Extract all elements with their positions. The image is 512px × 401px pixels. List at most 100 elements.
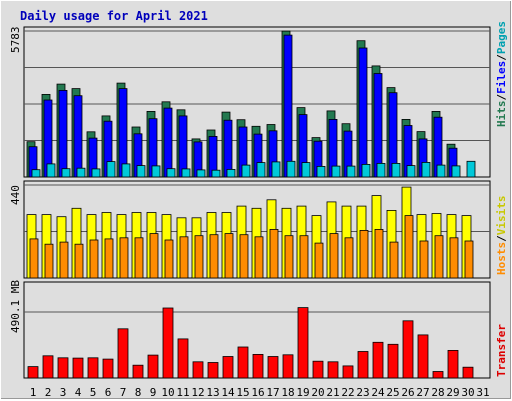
- bar-hosts-day-19: [299, 235, 309, 279]
- x-label-day-28: 28: [431, 386, 444, 399]
- x-label-day-13: 13: [206, 386, 219, 399]
- bar-pages-day-26: [406, 165, 416, 178]
- x-label-day-9: 9: [150, 386, 157, 399]
- x-label-day-21: 21: [326, 386, 339, 399]
- bar-transfer-day-20: [312, 360, 324, 379]
- bar-transfer-day-15: [237, 346, 249, 379]
- bar-pages-day-27: [421, 161, 431, 178]
- bar-transfer-day-27: [417, 334, 429, 379]
- x-label-day-25: 25: [386, 386, 399, 399]
- bar-hosts-day-1: [29, 238, 39, 279]
- hits-files-pages-label: Hits/Files/Pages: [495, 21, 508, 127]
- x-label-day-20: 20: [311, 386, 324, 399]
- x-label-day-2: 2: [45, 386, 52, 399]
- bar-hosts-day-5: [89, 239, 99, 279]
- bar-transfer-day-6: [102, 358, 114, 379]
- bar-pages-day-23: [361, 163, 371, 178]
- bar-pages-day-16: [256, 162, 266, 178]
- bar-pages-day-3: [61, 168, 71, 178]
- bar-files-day-24: [373, 73, 383, 178]
- visits-ymax-label: 440: [9, 185, 22, 205]
- x-label-day-5: 5: [90, 386, 97, 399]
- bar-files-day-14: [223, 119, 233, 178]
- transfer-label: Transfer: [495, 324, 508, 377]
- bar-hosts-day-15: [239, 234, 249, 279]
- bar-hosts-day-12: [194, 235, 204, 279]
- bar-pages-day-25: [391, 162, 401, 178]
- bar-hosts-day-11: [179, 236, 189, 279]
- bar-pages-day-18: [286, 160, 296, 178]
- x-label-day-29: 29: [446, 386, 459, 399]
- bar-hosts-day-17: [269, 228, 279, 279]
- bar-hosts-day-20: [314, 242, 324, 279]
- bar-pages-day-9: [151, 165, 161, 178]
- bar-files-day-3: [58, 90, 68, 178]
- bar-hosts-day-6: [104, 238, 114, 279]
- bar-pages-day-29: [451, 165, 461, 178]
- bar-pages-day-8: [136, 165, 146, 178]
- bar-transfer-day-8: [132, 364, 144, 379]
- bar-files-day-11: [178, 115, 188, 178]
- bar-hosts-day-2: [44, 243, 54, 279]
- x-label-day-10: 10: [161, 386, 174, 399]
- x-label-day-11: 11: [176, 386, 189, 399]
- bar-pages-day-6: [106, 161, 116, 178]
- x-label-day-7: 7: [120, 386, 127, 399]
- bar-transfer-day-5: [87, 357, 99, 379]
- bar-pages-day-11: [181, 168, 191, 178]
- bar-pages-day-30: [466, 160, 476, 178]
- x-label-day-12: 12: [191, 386, 204, 399]
- bar-hosts-day-4: [74, 243, 84, 279]
- bar-pages-day-17: [271, 161, 281, 178]
- x-label-day-6: 6: [105, 386, 112, 399]
- x-label-day-18: 18: [281, 386, 294, 399]
- bar-transfer-day-22: [342, 365, 354, 379]
- bar-pages-day-1: [31, 169, 41, 178]
- hits-ymax-label: 5783: [9, 27, 22, 54]
- x-label-day-16: 16: [251, 386, 264, 399]
- bar-transfer-day-1: [27, 366, 39, 379]
- x-label-day-22: 22: [341, 386, 354, 399]
- bar-hosts-day-3: [59, 241, 69, 279]
- bar-pages-day-10: [166, 168, 176, 178]
- bar-hosts-day-16: [254, 236, 264, 279]
- bar-files-day-18: [283, 34, 293, 178]
- bar-pages-day-4: [76, 167, 86, 178]
- bar-transfer-day-25: [387, 343, 399, 379]
- bar-hosts-day-10: [164, 239, 174, 279]
- bar-hosts-day-13: [209, 234, 219, 279]
- bar-transfer-day-17: [267, 356, 279, 379]
- bar-hosts-day-8: [134, 237, 144, 279]
- legend-files: Files: [495, 61, 508, 94]
- transfer-ymax-label: 490.1 MB: [9, 280, 22, 333]
- legend-pages: Pages: [495, 21, 508, 54]
- x-label-day-14: 14: [221, 386, 235, 399]
- bar-hosts-day-9: [149, 233, 159, 279]
- bar-hosts-day-7: [119, 237, 129, 279]
- bar-transfer-day-12: [192, 361, 204, 379]
- legend-hosts: Hosts: [495, 242, 508, 275]
- bar-pages-day-5: [91, 168, 101, 178]
- bar-pages-day-15: [241, 164, 251, 178]
- bar-transfer-day-19: [297, 307, 309, 379]
- hosts-visits-label: Hosts/Visits: [495, 196, 508, 276]
- bar-hosts-day-30: [464, 240, 474, 279]
- x-label-day-4: 4: [75, 386, 82, 399]
- x-label-day-15: 15: [236, 386, 249, 399]
- bar-transfer-day-2: [42, 355, 54, 379]
- x-label-day-1: 1: [30, 386, 37, 399]
- x-label-day-19: 19: [296, 386, 309, 399]
- bar-pages-day-28: [436, 164, 446, 178]
- bar-hosts-day-22: [344, 237, 354, 279]
- bar-transfer-day-30: [462, 366, 474, 379]
- bar-transfer-day-21: [327, 361, 339, 379]
- bar-hosts-day-29: [449, 237, 459, 279]
- x-label-day-26: 26: [401, 386, 414, 399]
- bar-files-day-10: [163, 107, 173, 178]
- x-axis-labels: 1 2 3 4 5 6 7 8 9 10 11 12 13 14 15 16 17 18 19 20 21 22 23 24 2…: [30, 386, 490, 399]
- bar-pages-day-14: [226, 168, 236, 178]
- bar-transfer-day-23: [357, 351, 369, 379]
- x-label-day-3: 3: [60, 386, 67, 399]
- legend-visits: Visits: [495, 196, 508, 236]
